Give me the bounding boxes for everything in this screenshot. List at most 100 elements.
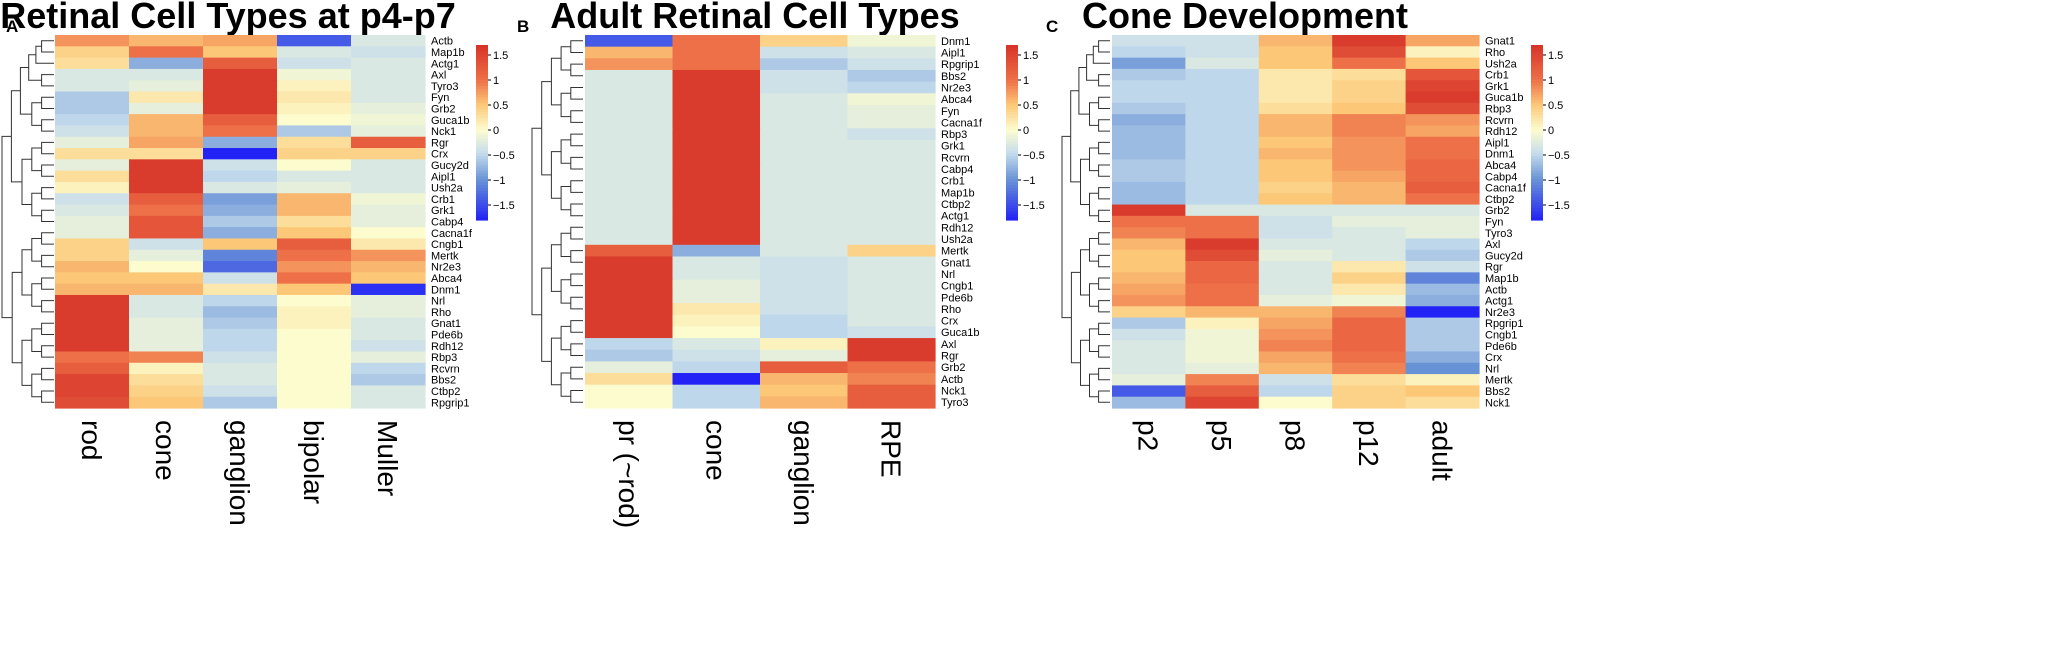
heatmap-cell xyxy=(1332,272,1407,285)
heatmap-cell xyxy=(847,338,936,351)
legend-tick-label: −0.5 xyxy=(1023,150,1045,162)
legend-swatch xyxy=(476,82,488,87)
heatmap-cell xyxy=(760,35,849,48)
column-label: p5 xyxy=(1206,420,1237,451)
dendrogram-branch xyxy=(1080,158,1090,205)
dendrogram-branch xyxy=(550,244,562,292)
heatmap-cell xyxy=(585,396,674,409)
row-label: Tyro3 xyxy=(431,81,459,93)
legend-swatch xyxy=(476,65,488,69)
dendrogram-branch xyxy=(41,277,54,290)
heatmap-cell xyxy=(277,46,352,59)
legend-swatch xyxy=(1531,62,1543,67)
heatmap-cell xyxy=(55,328,130,341)
heatmap-cell xyxy=(55,351,130,364)
legend-swatch xyxy=(1531,56,1543,61)
legend-swatch xyxy=(1006,47,1018,52)
dendrogram-branch xyxy=(41,141,54,155)
row-label: Grk1 xyxy=(1485,81,1509,93)
row-label: Mertk xyxy=(941,246,969,258)
heatmap-cell xyxy=(129,374,204,386)
legend-swatch xyxy=(1006,182,1018,186)
heatmap-cell xyxy=(1405,396,1480,409)
dendrogram-branch xyxy=(1089,102,1099,126)
heatmap-cell xyxy=(1258,148,1333,160)
row-label: Rbp3 xyxy=(1485,103,1511,115)
heatmap-cell xyxy=(129,159,204,172)
legend-swatch xyxy=(1531,123,1543,128)
heatmap-cell xyxy=(277,91,352,104)
row-label: Rgr xyxy=(1485,262,1503,274)
row-label: Rpgrip1 xyxy=(941,59,980,71)
heatmap-cell xyxy=(351,227,426,240)
heatmap-cell xyxy=(1258,306,1333,319)
legend-swatch xyxy=(476,185,488,189)
legend-swatch xyxy=(1531,117,1543,122)
legend-swatch xyxy=(476,202,488,207)
heatmap-cell xyxy=(1332,283,1407,296)
row-label: Nr2e3 xyxy=(1485,307,1515,319)
legend-swatch xyxy=(1531,47,1543,52)
heatmap-cell xyxy=(351,249,426,262)
row-label: Gucy2d xyxy=(431,160,469,172)
heatmap-cell xyxy=(55,362,130,375)
dendrogram-branch xyxy=(560,232,571,257)
heatmap-cell xyxy=(1185,193,1260,206)
panel-letter: C xyxy=(1046,17,1058,36)
heatmap-cell xyxy=(672,244,761,258)
legend-swatch xyxy=(476,103,488,107)
legend-swatch xyxy=(1531,91,1543,96)
legend-swatch xyxy=(1006,80,1018,84)
heatmap-cell xyxy=(847,139,936,153)
heatmap-cell xyxy=(351,238,426,251)
row-label: Crx xyxy=(431,149,449,161)
heatmap-cell xyxy=(1112,306,1186,319)
legend-swatch xyxy=(476,80,488,84)
heatmap-cell xyxy=(760,303,849,316)
heatmap-cell xyxy=(847,361,936,374)
column-label: cone xyxy=(700,420,731,481)
legend-swatch xyxy=(476,45,488,49)
legend-swatch xyxy=(476,109,488,113)
heatmap-cell xyxy=(1185,238,1260,251)
heatmap-cell xyxy=(1112,193,1186,206)
column-label: p12 xyxy=(1353,420,1384,467)
heatmap-cell xyxy=(1258,193,1333,206)
dendrogram-branch xyxy=(550,337,562,386)
heatmap-cell xyxy=(1185,385,1260,398)
row-label: Axl xyxy=(1485,239,1500,251)
legend-swatch xyxy=(1531,50,1543,55)
legend-swatch xyxy=(476,190,488,195)
heatmap-cell xyxy=(1258,46,1333,59)
legend-swatch xyxy=(1006,147,1018,151)
heatmap-cell xyxy=(203,261,278,273)
heatmap-cell xyxy=(585,93,674,106)
heatmap-cell xyxy=(760,69,849,83)
dendrogram-branch xyxy=(1,135,13,319)
row-label: Gnat1 xyxy=(431,318,461,330)
legend-swatch xyxy=(476,50,488,55)
heatmap-cell xyxy=(1405,294,1480,307)
legend-swatch xyxy=(476,117,488,122)
legend-tick-label: 0.5 xyxy=(493,100,508,112)
heatmap-cell xyxy=(351,181,426,194)
heatmap-cell xyxy=(1112,396,1186,409)
legend-swatch xyxy=(1006,109,1018,113)
legend-swatch xyxy=(1531,94,1543,99)
legend-swatch xyxy=(1531,150,1543,154)
row-label: Actb xyxy=(1485,284,1507,296)
heatmap-cell xyxy=(1185,57,1260,70)
heatmap-cell xyxy=(585,244,674,258)
dendrogram-branch xyxy=(11,271,22,364)
heatmap-cell xyxy=(1185,374,1260,386)
legend-swatch xyxy=(476,196,488,201)
heatmap-cell xyxy=(847,58,936,71)
legend-swatch xyxy=(476,135,488,139)
dendrogram-branch xyxy=(570,320,583,333)
heatmap-cell xyxy=(351,170,426,183)
row-label: Crx xyxy=(941,316,959,328)
heatmap-cell xyxy=(585,163,674,176)
heatmap-cell xyxy=(672,326,761,339)
heatmap-cell xyxy=(55,46,130,59)
row-label: Aipl1 xyxy=(431,171,455,183)
